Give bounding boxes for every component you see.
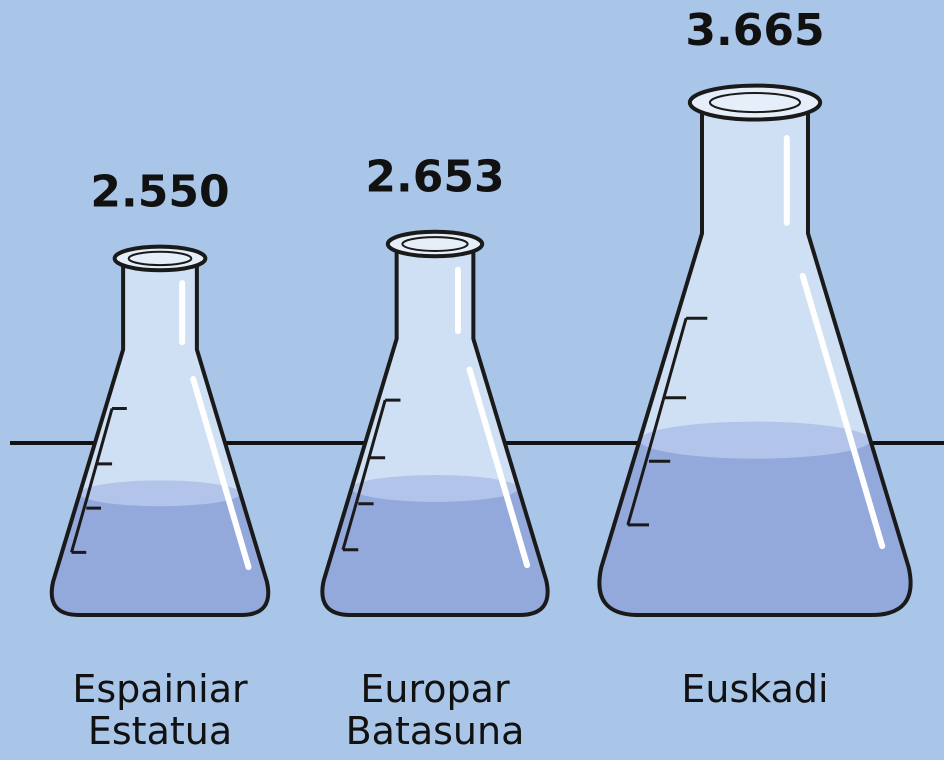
liquid-surface (351, 475, 518, 502)
value-label: 2.653 (365, 151, 504, 202)
category-label: Europar Batasuna (325, 668, 545, 752)
category-label: Euskadi (645, 668, 865, 710)
flask (322, 232, 547, 615)
flask (52, 247, 269, 615)
category-label: Espainiar Estatua (50, 668, 270, 752)
value-label: 3.665 (685, 5, 824, 56)
infographic: 2.550 2.653 3.665 Espainiar Estatua Europar… (0, 0, 944, 760)
value-label: 2.550 (90, 166, 229, 217)
liquid-surface (80, 480, 241, 506)
flask (599, 86, 910, 615)
liquid-surface (639, 422, 870, 459)
chart: 2.550 2.653 3.665 (0, 0, 944, 760)
